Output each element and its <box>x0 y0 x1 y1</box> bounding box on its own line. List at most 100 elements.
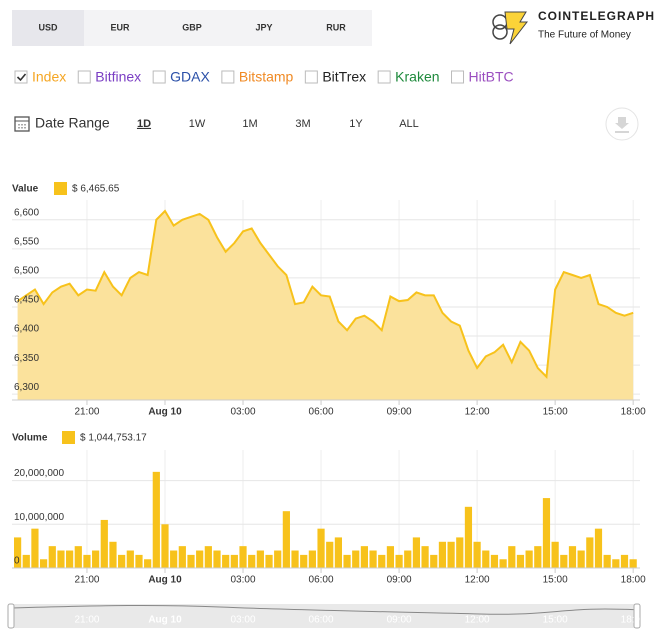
y-tick-label: 6,300 <box>14 382 39 393</box>
bar <box>430 554 438 568</box>
exchange-label[interactable]: BitTrex <box>322 69 366 85</box>
bar <box>395 554 403 568</box>
x-tick-label: 12:00 <box>465 407 490 418</box>
range-option[interactable]: 1Y <box>349 118 363 130</box>
bar <box>577 550 585 568</box>
exchange-label[interactable]: HitBTC <box>469 69 514 85</box>
bar <box>404 550 412 568</box>
currency-tab[interactable]: EUR <box>110 22 130 32</box>
range-option[interactable]: 1W <box>189 118 206 130</box>
bar <box>534 546 542 568</box>
checkbox[interactable] <box>221 70 235 84</box>
bar <box>14 537 22 568</box>
bar <box>421 546 429 568</box>
x-tick-label: 03:00 <box>231 407 256 418</box>
y-tick-label: 6,500 <box>14 266 39 277</box>
checkbox[interactable] <box>377 70 391 84</box>
bar <box>66 550 74 568</box>
checkbox[interactable] <box>152 70 166 84</box>
currency-tab[interactable]: RUR <box>326 22 346 32</box>
bar <box>482 550 490 568</box>
range-option[interactable]: 1D <box>137 118 151 130</box>
currency-tab[interactable]: GBP <box>182 22 202 32</box>
bar <box>31 528 39 568</box>
bar <box>560 554 568 568</box>
bar <box>196 550 204 568</box>
exchange-label[interactable]: Bitfinex <box>95 69 141 85</box>
exchange-label[interactable]: Kraken <box>395 69 439 85</box>
checkmark <box>16 73 27 82</box>
bar <box>256 550 264 568</box>
currency-tab[interactable]: JPY <box>255 22 272 32</box>
exchange-label[interactable]: GDAX <box>170 69 210 85</box>
x-tick-label: 06:00 <box>309 407 334 418</box>
navigator-label: 03:00 <box>231 615 256 626</box>
x-tick-label: 15:00 <box>543 407 568 418</box>
bar <box>360 546 368 568</box>
date-range-label: Date Range <box>35 115 110 131</box>
bar <box>629 559 637 568</box>
navigator-label: Aug 10 <box>148 615 182 626</box>
exchange-label[interactable]: Index <box>32 69 66 85</box>
bar <box>161 524 169 568</box>
bar <box>603 554 611 568</box>
navigator-label: 21:00 <box>74 615 99 626</box>
x-tick-label: Aug 10 <box>148 575 182 586</box>
bar <box>204 546 212 568</box>
bar <box>542 498 551 568</box>
panel-title: Volume <box>12 433 48 444</box>
navigator-label: 09:00 <box>387 615 412 626</box>
bar <box>265 554 273 568</box>
x-tick-label: 21:00 <box>74 407 99 418</box>
bar <box>456 537 464 568</box>
bar <box>22 554 30 568</box>
bar <box>343 554 351 568</box>
download-button[interactable] <box>605 107 639 141</box>
navigator-label: 12:00 <box>465 615 490 626</box>
bar <box>317 528 325 568</box>
bar <box>308 550 316 568</box>
x-tick-label: 09:00 <box>387 407 412 418</box>
x-tick-label: 18:00 <box>621 575 646 586</box>
navigator-label: 18:00 <box>621 615 646 626</box>
bar <box>282 511 290 568</box>
navigator[interactable] <box>12 604 640 628</box>
checkbox[interactable] <box>451 70 465 84</box>
bar <box>92 550 100 568</box>
checkbox[interactable] <box>77 70 91 84</box>
y-tick-label: 6,600 <box>14 207 39 218</box>
bar <box>48 546 56 568</box>
exchange-label[interactable]: Bitstamp <box>239 69 294 85</box>
x-tick-label: 09:00 <box>387 575 412 586</box>
y-tick-label: 6,450 <box>14 295 39 306</box>
navigator-handle[interactable] <box>7 603 15 629</box>
x-tick-label: 15:00 <box>543 575 568 586</box>
bar <box>386 546 395 568</box>
range-option[interactable]: 3M <box>295 118 310 130</box>
bar <box>551 541 559 568</box>
bar <box>378 554 386 568</box>
currency-tab[interactable]: USD <box>38 22 58 32</box>
bar <box>525 550 533 568</box>
y-tick-label: 0 <box>14 556 20 567</box>
panel-title: Value <box>12 184 39 195</box>
range-option[interactable]: 1M <box>242 118 257 130</box>
bar <box>473 541 481 568</box>
bar <box>516 554 525 568</box>
bar <box>222 554 230 568</box>
bar <box>464 506 473 568</box>
bar <box>369 550 377 568</box>
y-tick-label: 6,400 <box>14 324 39 335</box>
x-tick-label: 06:00 <box>309 575 334 586</box>
range-option[interactable]: ALL <box>399 118 419 130</box>
checkbox[interactable] <box>14 70 28 84</box>
navigator-handle[interactable] <box>633 603 641 629</box>
bar <box>135 554 143 568</box>
line <box>17 209 634 379</box>
checkbox[interactable] <box>304 70 318 84</box>
bar <box>326 541 334 568</box>
legend-swatch <box>62 431 75 444</box>
bar <box>300 554 308 568</box>
